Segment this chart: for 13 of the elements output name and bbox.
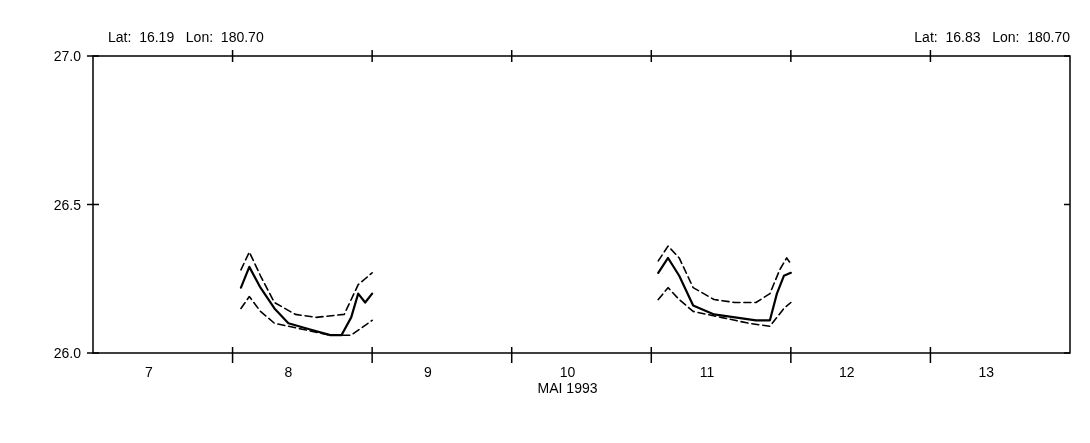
text: Lat: 16.83 Lon: 180.70: [914, 29, 1071, 45]
x-tick-label: 8: [284, 364, 293, 380]
y-tick-label: 27.0: [53, 48, 82, 64]
y-tick-label: 26.5: [53, 196, 82, 213]
x-tick-label: 10: [559, 364, 576, 380]
x-tick-label: 11: [699, 364, 715, 380]
x-tick-label: 12: [838, 364, 855, 380]
text: Lat: 16.19 Lon: 180.70: [108, 29, 264, 45]
y-tick-label: 26.0: [53, 345, 82, 361]
x-tick-label: 7: [144, 364, 153, 380]
x-axis-title: MAI 1993: [537, 380, 598, 396]
x-tick-label: 13: [978, 364, 995, 380]
x-tick-label: 9: [424, 364, 433, 380]
